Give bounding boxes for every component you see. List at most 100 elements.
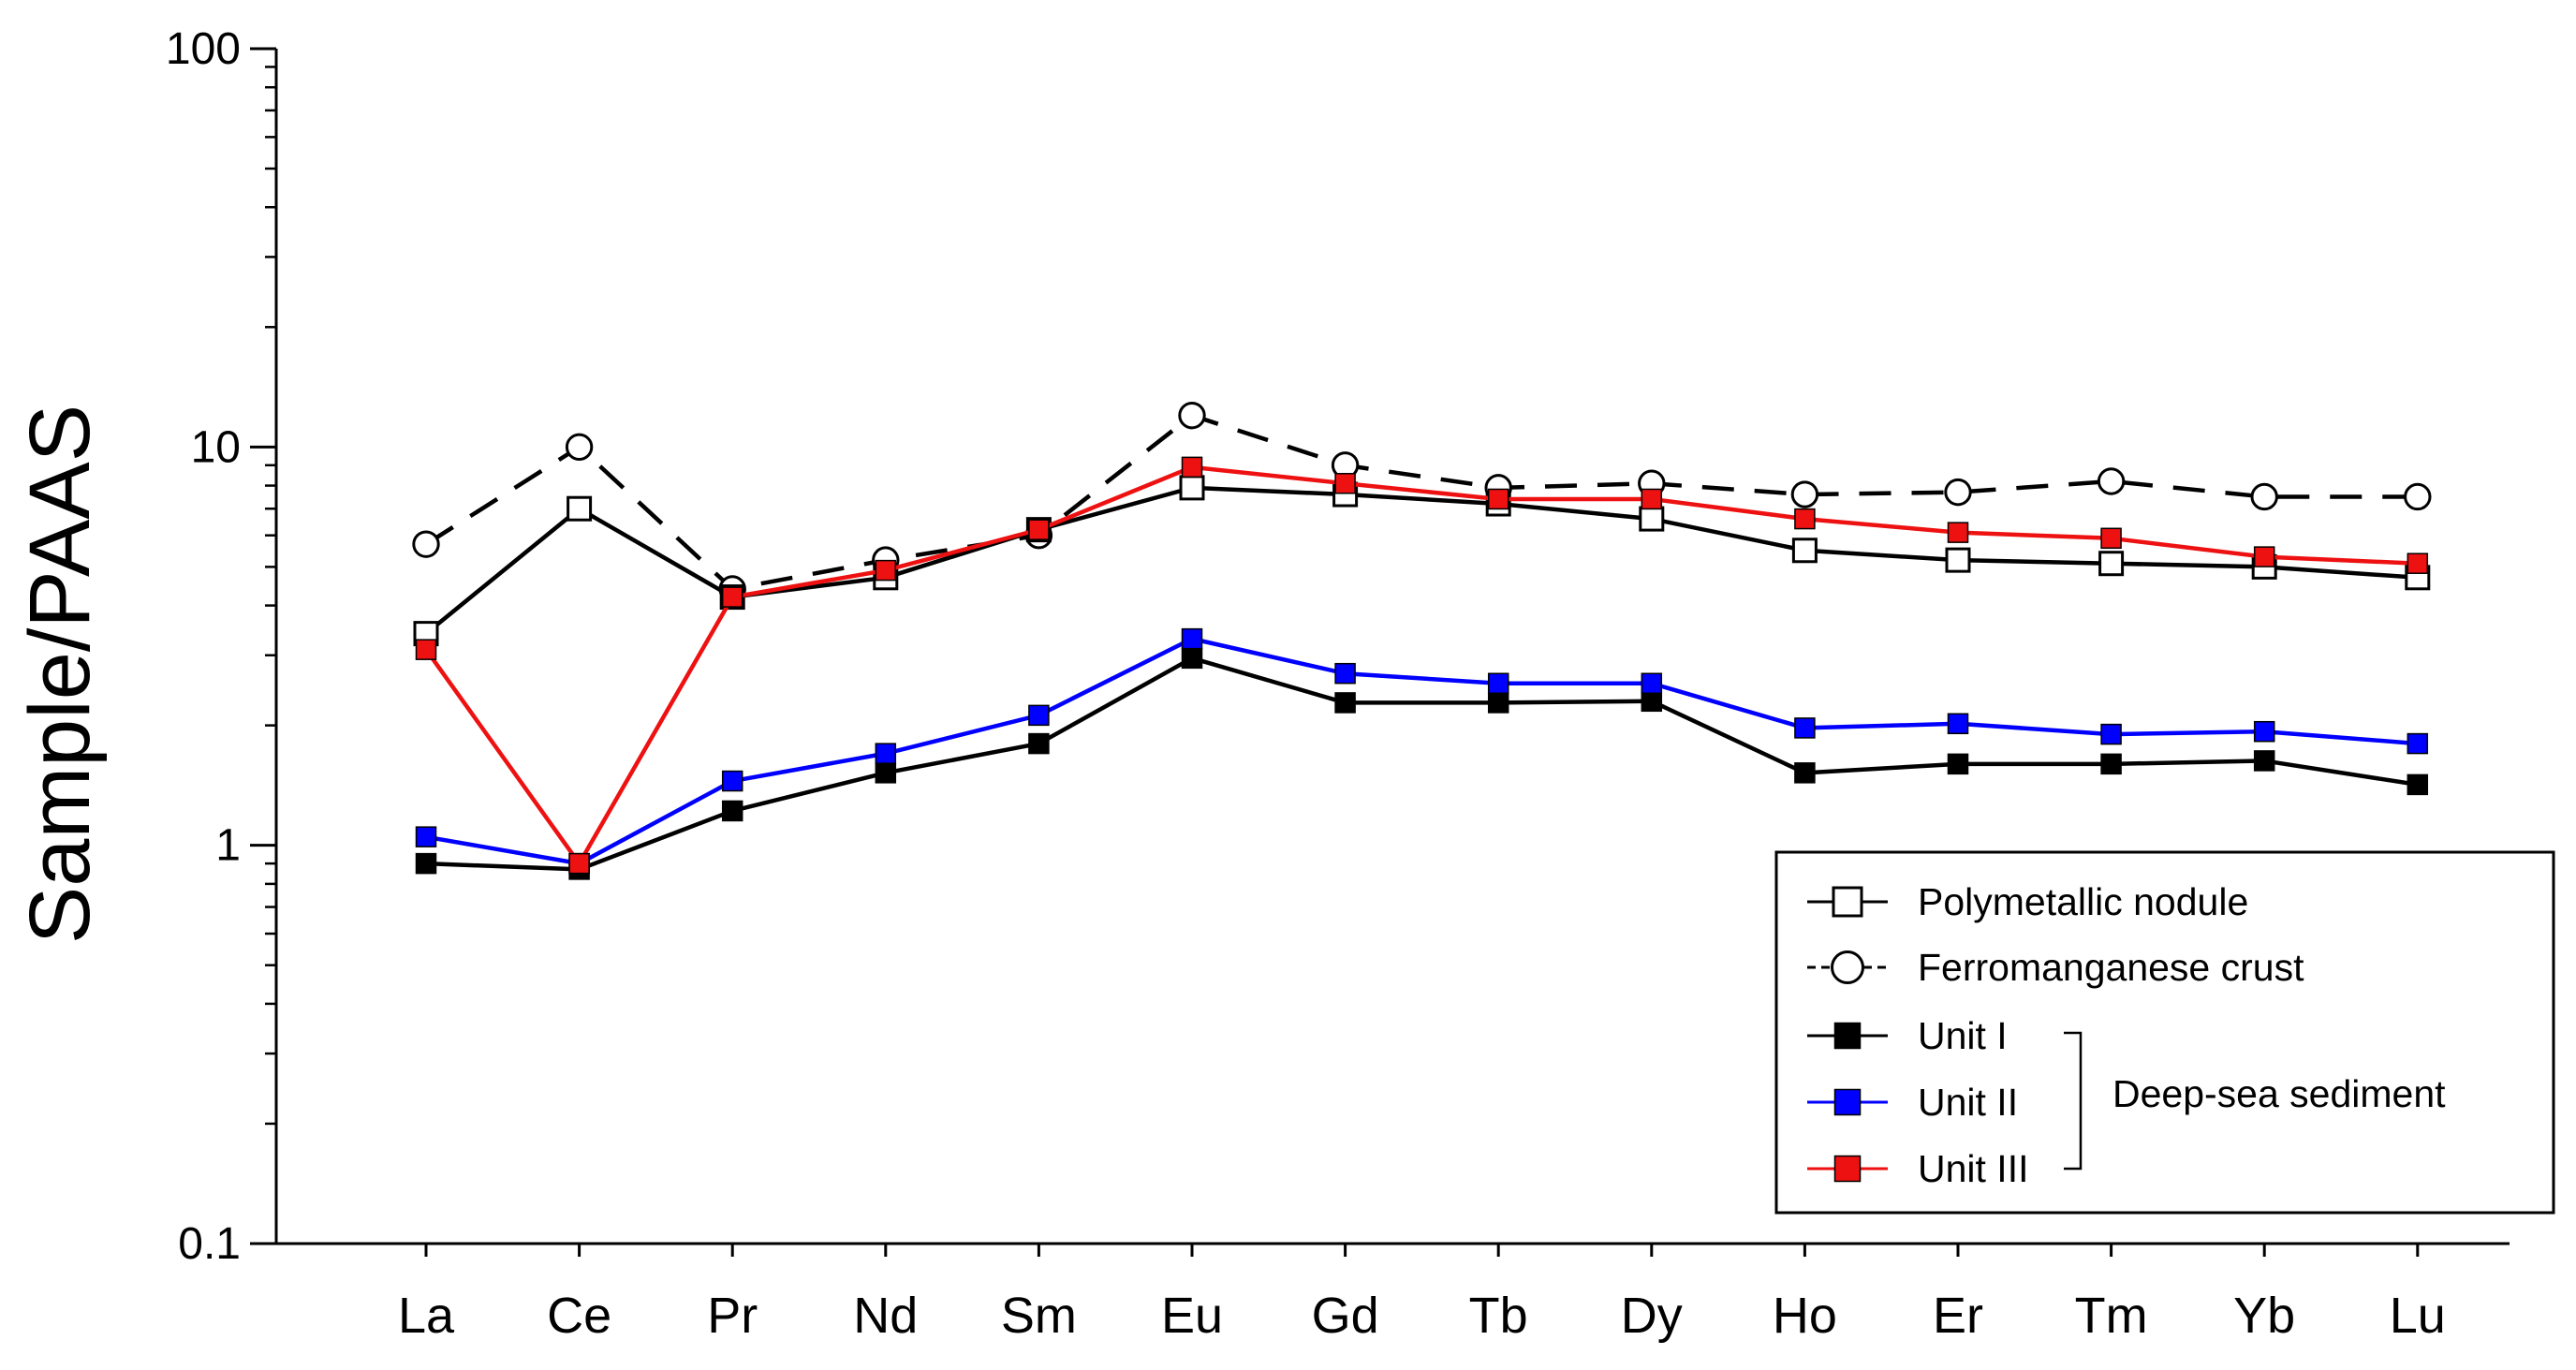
data-point-crust: [1944, 478, 1972, 507]
data-point-unit1: [1334, 692, 1356, 714]
data-point-unit3: [1334, 473, 1356, 494]
x-category-label: Gd: [1312, 1288, 1379, 1344]
x-category-label: Ce: [547, 1288, 611, 1344]
data-point-crust: [2404, 482, 2432, 511]
data-point-crust: [1178, 401, 1206, 430]
data-point-unit1: [1947, 753, 1969, 775]
x-category-label: Tm: [2075, 1288, 2148, 1344]
data-point-unit2: [721, 770, 743, 792]
legend: Polymetallic nodule Ferromanganese crust U…: [1774, 850, 2555, 1215]
series-crust: [412, 401, 2432, 603]
legend-swatch-marker: [1833, 1022, 1862, 1050]
data-point-unit3: [875, 559, 897, 582]
data-point-unit2: [2407, 732, 2429, 755]
data-point-unit1: [415, 852, 437, 875]
legend-swatch-marker: [1831, 950, 1864, 984]
y-ticks: 0.1 1 10 100: [166, 24, 276, 1269]
data-point-unit1: [1028, 732, 1050, 755]
data-point-unit3: [1794, 508, 1816, 530]
legend-label-nodule: Polymetallic nodule: [1918, 880, 2248, 923]
x-category-label: Sm: [1001, 1288, 1077, 1344]
legend-swatch-marker: [1833, 1088, 1862, 1116]
legend-item-unit2: Unit II: [1807, 1081, 2018, 1124]
legend-item-unit1: Unit I: [1807, 1014, 2008, 1057]
series-unit3: [415, 456, 2429, 875]
legend-label-crust: Ferromanganese crust: [1918, 946, 2304, 989]
data-point-unit2: [2253, 720, 2275, 743]
y-tick-label: 10: [191, 422, 241, 472]
data-point-unit2: [1487, 672, 1509, 695]
data-point-unit3: [2253, 546, 2275, 567]
series-layer: [412, 401, 2432, 880]
data-point-unit3: [1028, 519, 1050, 540]
x-category-label: Er: [1933, 1288, 1983, 1344]
series-unit2: [415, 627, 2429, 875]
data-point-crust: [2250, 482, 2278, 511]
data-point-unit1: [1794, 762, 1816, 784]
data-point-unit1: [2100, 753, 2122, 775]
data-point-unit1: [721, 800, 743, 822]
legend-swatch-marker: [1833, 1155, 1862, 1183]
legend-item-crust: Ferromanganese crust: [1807, 946, 2304, 989]
data-point-unit2: [1028, 704, 1050, 727]
data-point-unit1: [1641, 690, 1663, 713]
data-point-unit2: [875, 743, 897, 764]
series-line-unit2: [425, 636, 2418, 866]
series-line-crust: [424, 413, 2418, 592]
series-line-unit1: [425, 656, 2419, 872]
data-point-unit2: [1334, 662, 1356, 685]
data-point-nodule: [1945, 547, 1971, 573]
data-point-unit3: [2407, 552, 2429, 574]
data-point-unit3: [721, 586, 743, 608]
x-category-label: Tb: [1469, 1288, 1528, 1344]
x-category-label: Lu: [2390, 1288, 2446, 1344]
legend-group-label: Deep-sea sediment: [2112, 1072, 2446, 1115]
data-point-unit3: [415, 639, 437, 660]
data-point-nodule: [1179, 475, 1205, 501]
data-point-unit2: [1794, 717, 1816, 739]
data-point-unit2: [1181, 627, 1203, 650]
legend-item-nodule: Polymetallic nodule: [1807, 880, 2248, 923]
data-point-nodule: [1791, 538, 1818, 564]
x-category-labels: La Ce Pr Nd Sm Eu Gd Tb Dy Ho Er Tm Yb Lu: [398, 1244, 2446, 1344]
x-category-label: La: [398, 1288, 455, 1344]
data-point-nodule: [567, 495, 593, 522]
data-point-unit1: [2253, 750, 2275, 772]
legend-item-unit3: Unit III: [1807, 1147, 2028, 1190]
series-unit1: [415, 647, 2429, 880]
data-point-unit1: [2407, 773, 2429, 796]
x-category-label: Ho: [1773, 1288, 1837, 1344]
data-point-unit1: [1181, 647, 1203, 670]
x-category-label: Pr: [707, 1288, 758, 1344]
series-line-unit3: [424, 464, 2418, 866]
data-point-unit2: [2100, 723, 2122, 745]
data-point-unit2: [1947, 713, 1969, 735]
data-point-nodule: [2098, 551, 2125, 577]
data-point-unit1: [1487, 692, 1509, 714]
data-point-unit3: [2100, 527, 2122, 550]
series-nodule: [413, 475, 2431, 647]
data-point-unit3: [568, 852, 590, 875]
data-point-unit2: [1641, 672, 1663, 695]
x-category-label: Eu: [1161, 1288, 1223, 1344]
legend-box: [1774, 850, 2555, 1215]
x-category-label: Yb: [2233, 1288, 2295, 1344]
y-tick-label: 1: [215, 821, 241, 871]
data-point-crust: [565, 433, 594, 462]
data-point-nodule: [1639, 506, 1665, 532]
y-axis-label: Sample/PAAS: [12, 405, 108, 944]
data-point-crust: [2097, 467, 2126, 495]
data-point-unit3: [1947, 522, 1969, 543]
y-tick-label: 100: [166, 24, 241, 74]
legend-swatch-marker: [1832, 886, 1863, 918]
legend-label-unit3: Unit III: [1918, 1147, 2028, 1190]
legend-label-unit1: Unit I: [1918, 1014, 2008, 1057]
axes: [274, 49, 2510, 1245]
data-point-unit3: [1181, 456, 1203, 479]
data-point-unit3: [1487, 488, 1509, 510]
data-point-unit2: [415, 826, 437, 847]
legend-label-unit2: Unit II: [1918, 1081, 2018, 1124]
data-point-unit3: [1641, 488, 1663, 510]
data-point-unit1: [875, 762, 897, 784]
